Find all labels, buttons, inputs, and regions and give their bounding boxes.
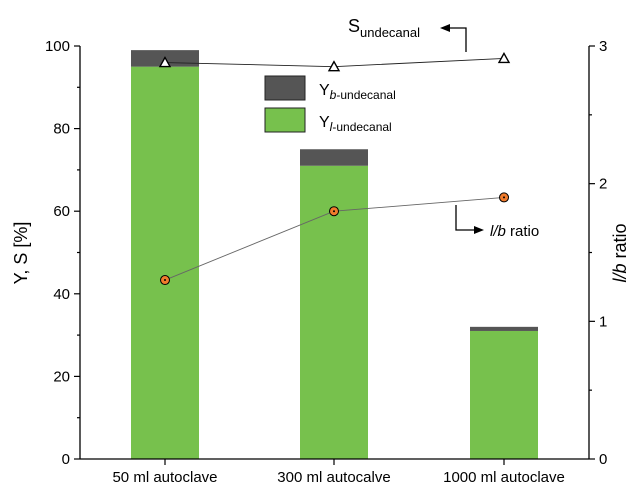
annotation-s-undecanal-label: Sundecanal [348, 16, 420, 40]
bar-l-undecanal [131, 66, 199, 460]
y-left-tick-label: 20 [53, 368, 70, 385]
annotation-s-undecanal: Sundecanal [348, 16, 467, 52]
y-right-axis-title: l/b ratio [610, 223, 630, 282]
bar-b-undecanal [300, 149, 368, 166]
bar-b-undecanal [470, 326, 538, 331]
y-left-axis-title: Y, S [%] [11, 222, 31, 285]
y-right-tick-label: 3 [599, 38, 607, 55]
y-right-tick-label: 2 [599, 176, 607, 193]
legend: Yb-undecanal Yl-undecanal [264, 75, 396, 134]
axes-layer: 0 20 40 60 80 100 0 1 2 3 50 ml autoclave 300 ml au… [45, 38, 607, 486]
legend-swatch-l-undecanal [264, 107, 306, 133]
point-lb-ratio-dot [164, 279, 166, 282]
annotation-s-arrowhead [440, 24, 450, 32]
legend-label-b-undecanal: Yb-undecanal [319, 82, 396, 102]
legend-label-l-undecanal: Yl-undecanal [319, 114, 392, 134]
x-tick-label: 1000 ml autoclave [443, 469, 565, 486]
annotation-s-arrow [448, 27, 467, 52]
lines-layer [158, 51, 511, 286]
legend-swatch-b-undecanal [264, 75, 306, 101]
y-left-tick-label: 80 [53, 121, 70, 138]
point-s-undecanal [327, 60, 341, 72]
x-tick-label: 300 ml autocalve [277, 469, 390, 486]
point-lb-ratio-dot [503, 196, 505, 199]
y-right-tick-label: 0 [599, 451, 607, 468]
bar-l-undecanal [470, 330, 538, 459]
annotation-lb-arrowhead [474, 226, 484, 234]
x-tick-label: 50 ml autoclave [112, 469, 217, 486]
y-right-tick-label: 1 [599, 313, 607, 330]
y-left-tick-label: 0 [62, 451, 70, 468]
y-left-tick-label: 60 [53, 203, 70, 220]
y-left-tick-label: 100 [45, 38, 70, 55]
annotation-lb-label: l/b ratio [490, 223, 539, 240]
point-s-undecanal [158, 56, 172, 68]
point-s-undecanal [497, 51, 511, 64]
annotation-lb-ratio: l/b ratio [455, 205, 539, 240]
annotation-lb-arrow [455, 205, 476, 231]
bars-layer [131, 50, 538, 460]
point-lb-ratio-dot [333, 210, 335, 213]
y-left-tick-label: 40 [53, 286, 70, 303]
